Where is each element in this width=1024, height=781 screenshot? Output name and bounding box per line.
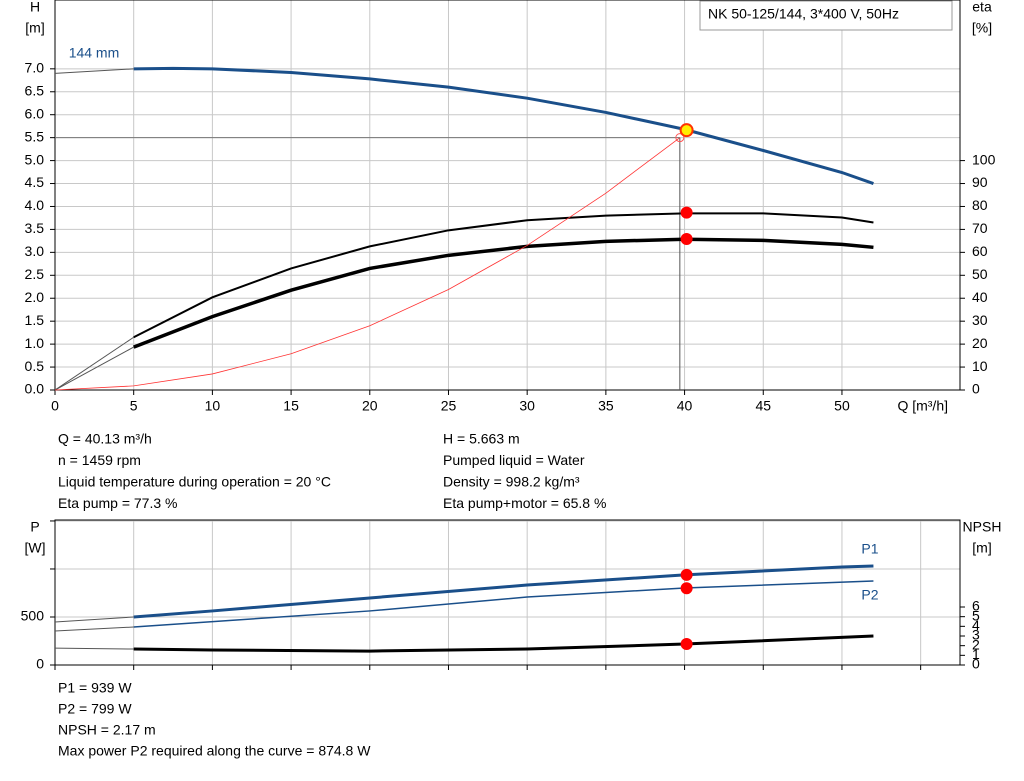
marker	[680, 206, 693, 219]
info-text: Eta pump+motor = 65.8 %	[443, 495, 606, 511]
info-text: n = 1459 rpm	[58, 452, 141, 468]
y-tick-label: 3.5	[25, 220, 45, 236]
y2-tick-label: 70	[972, 220, 988, 236]
curve	[133, 580, 874, 628]
y-tick-label: 5.5	[25, 128, 45, 144]
y2-tick-label: 90	[972, 174, 988, 190]
plot-frame	[54, 0, 961, 391]
y2-axis-label: [%]	[972, 20, 992, 36]
plot-frame	[54, 519, 961, 666]
y2-tick-label: 2	[972, 636, 980, 652]
curve	[133, 634, 874, 653]
curve-label: 144 mm	[69, 45, 120, 61]
y-tick-label: 4.0	[25, 197, 45, 213]
info-text: Liquid temperature during operation = 20…	[58, 474, 331, 490]
x-tick-label: 15	[283, 398, 299, 414]
x-tick-label: 50	[834, 398, 850, 414]
marker	[680, 638, 693, 651]
curve	[133, 237, 874, 349]
info-text: Pumped liquid = Water	[443, 452, 585, 468]
x-axis-label: Q [m³/h]	[897, 398, 948, 414]
y2-tick-label: 6	[972, 598, 980, 614]
y2-tick-label: 30	[972, 312, 988, 328]
y2-axis-label: eta	[972, 0, 992, 15]
y-tick-label: 2.0	[25, 289, 45, 305]
y2-axis-label: NPSH	[963, 519, 1002, 535]
y-tick-label: 0.5	[25, 358, 45, 374]
y-tick-label: 5.0	[25, 151, 45, 167]
x-tick-label: 20	[362, 398, 378, 414]
marker	[680, 582, 693, 595]
y-tick-label: 0.0	[25, 381, 45, 397]
y-tick-label: 0	[36, 656, 44, 672]
x-tick-label: 25	[441, 398, 457, 414]
y-tick-label: 6.5	[25, 82, 45, 98]
y-axis-label: H	[30, 0, 40, 15]
marker	[679, 123, 694, 138]
y-tick-label: 500	[21, 608, 45, 624]
x-tick-label: 45	[755, 398, 771, 414]
info-text: NPSH = 2.17 m	[58, 722, 156, 738]
info-text: P2 = 799 W	[58, 701, 132, 717]
y-tick-label: 1.0	[25, 335, 45, 351]
y-tick-label: 3.0	[25, 243, 45, 259]
info-text: Max power P2 required along the curve = …	[58, 743, 371, 759]
x-tick-label: 5	[130, 398, 138, 414]
info-text: Q = 40.13 m³/h	[58, 431, 152, 447]
y-axis-label: [W]	[25, 540, 46, 556]
x-tick-label: 10	[205, 398, 221, 414]
y2-tick-label: 100	[972, 151, 996, 167]
y-tick-label: 7.0	[25, 60, 45, 76]
x-tick-label: 40	[677, 398, 693, 414]
y-axis-label: [m]	[25, 20, 44, 36]
curve	[133, 66, 874, 185]
curve	[133, 564, 874, 619]
curve-label: P1	[861, 541, 878, 557]
marker	[680, 233, 693, 246]
curve	[54, 346, 134, 391]
y2-axis-label: [m]	[972, 540, 991, 556]
guide-point	[675, 133, 685, 143]
y2-tick-label: 60	[972, 243, 988, 259]
x-tick-label: 35	[598, 398, 614, 414]
y2-tick-label: 5	[972, 607, 980, 623]
x-tick-label: 0	[51, 398, 59, 414]
y2-tick-label: 80	[972, 197, 988, 213]
curve	[54, 336, 134, 391]
curve	[54, 68, 134, 74]
y-axis-label: P	[30, 519, 39, 535]
y2-tick-label: 0	[972, 381, 980, 397]
y2-tick-label: 0	[972, 656, 980, 672]
y2-tick-label: 1	[972, 646, 980, 662]
info-text: Eta pump = 77.3 %	[58, 495, 177, 511]
marker	[680, 568, 693, 581]
y-tick-label: 2.5	[25, 266, 45, 282]
info-text: Density = 998.2 kg/m³	[443, 474, 580, 490]
y2-tick-label: 4	[972, 617, 980, 633]
y2-tick-label: 20	[972, 335, 988, 351]
y2-tick-label: 50	[972, 266, 988, 282]
y2-tick-label: 40	[972, 289, 988, 305]
y2-tick-label: 3	[972, 627, 980, 643]
y-tick-label: 6.0	[25, 105, 45, 121]
chart-title: NK 50-125/144, 3*400 V, 50Hz	[708, 6, 899, 22]
title-box	[699, 0, 953, 31]
curve	[54, 626, 134, 632]
y-tick-label: 4.5	[25, 174, 45, 190]
curve	[133, 212, 874, 339]
curve	[54, 137, 681, 391]
y2-tick-label: 10	[972, 358, 988, 374]
info-text: H = 5.663 m	[443, 431, 520, 447]
curve	[54, 647, 134, 650]
info-text: P1 = 939 W	[58, 680, 132, 696]
x-tick-label: 30	[519, 398, 535, 414]
curve-label: P2	[861, 587, 878, 603]
curve	[54, 616, 134, 623]
y-tick-label: 1.5	[25, 312, 45, 328]
